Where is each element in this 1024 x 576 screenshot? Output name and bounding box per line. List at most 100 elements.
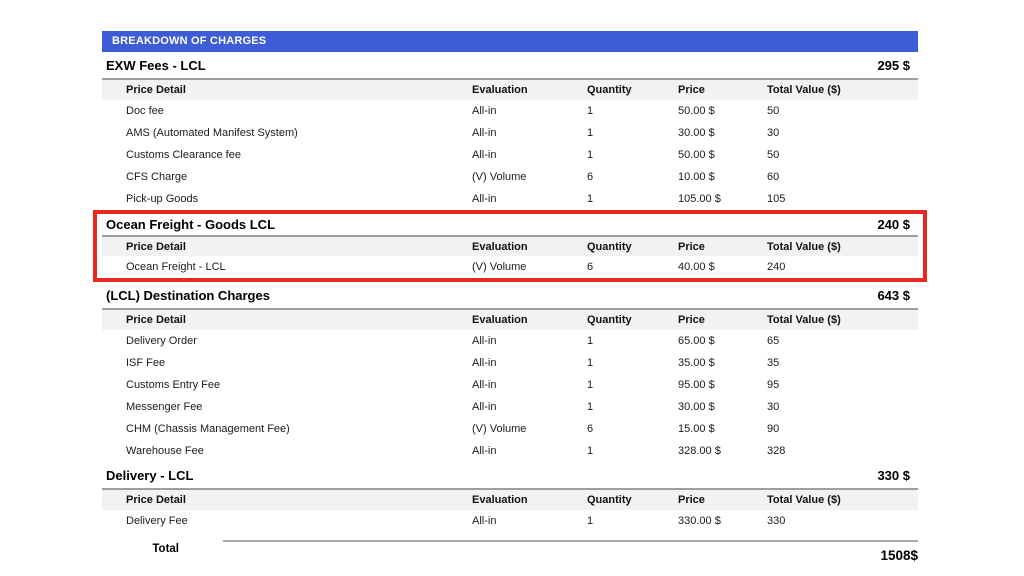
column-header-price-detail: Price Detail xyxy=(126,84,186,96)
cell-quantity: 1 xyxy=(587,127,594,139)
table-row: Doc fee All-in 1 50.00 $ 50 xyxy=(102,100,918,122)
section-rows: Delivery Order All-in 1 65.00 $ 65 ISF F… xyxy=(102,330,918,462)
column-header-price: Price xyxy=(678,240,705,253)
cell-price-detail: Messenger Fee xyxy=(126,401,203,413)
table-row: Pick-up Goods All-in 1 105.00 $ 105 xyxy=(102,188,918,210)
cell-total-value: 50 xyxy=(767,149,780,161)
cell-evaluation: (V) Volume xyxy=(472,171,527,183)
cell-total-value: 65 xyxy=(767,335,780,347)
charge-section: Ocean Freight - Goods LCL 240 $ Price De… xyxy=(93,210,927,282)
table-row: Warehouse Fee All-in 1 328.00 $ 328 xyxy=(102,440,918,462)
charges-document: BREAKDOWN OF CHARGES EXW Fees - LCL 295 … xyxy=(93,31,927,563)
table-header-row: Price Detail Evaluation Quantity Price T… xyxy=(102,235,918,256)
cell-evaluation: All-in xyxy=(472,149,497,161)
cell-total-value: 330 xyxy=(767,515,786,527)
cell-price-detail: CHM (Chassis Management Fee) xyxy=(126,423,290,435)
charge-section: Delivery - LCL 330 $ Price Detail Evalua… xyxy=(102,462,918,532)
table-header-row: Price Detail Evaluation Quantity Price T… xyxy=(102,78,918,100)
cell-evaluation: All-in xyxy=(472,105,497,117)
table-row: Delivery Order All-in 1 65.00 $ 65 xyxy=(102,330,918,352)
section-rows: Doc fee All-in 1 50.00 $ 50 AMS (Automat… xyxy=(102,100,918,210)
table-row: CFS Charge (V) Volume 6 10.00 $ 60 xyxy=(102,166,918,188)
cell-quantity: 1 xyxy=(587,335,594,347)
cell-quantity: 1 xyxy=(587,149,594,161)
column-header-price: Price xyxy=(678,494,705,506)
section-name: EXW Fees - LCL xyxy=(106,57,206,73)
table-row: Customs Entry Fee All-in 1 95.00 $ 95 xyxy=(102,374,918,396)
cell-total-value: 50 xyxy=(767,105,780,117)
cell-price: 30.00 $ xyxy=(678,401,715,413)
section-name: (LCL) Destination Charges xyxy=(106,287,270,303)
cell-price-detail: Pick-up Goods xyxy=(126,193,199,205)
cell-price: 35.00 $ xyxy=(678,357,715,369)
cell-total-value: 240 xyxy=(767,261,786,273)
cell-quantity: 1 xyxy=(587,193,594,205)
column-header-quantity: Quantity xyxy=(587,314,632,326)
cell-price-detail: Customs Entry Fee xyxy=(126,379,221,391)
column-header-quantity: Quantity xyxy=(587,240,632,253)
table-row: ISF Fee All-in 1 35.00 $ 35 xyxy=(102,352,918,374)
section-heading: Ocean Freight - Goods LCL 240 $ xyxy=(102,214,918,235)
table-row: Customs Clearance fee All-in 1 50.00 $ 5… xyxy=(102,144,918,166)
column-header-price-detail: Price Detail xyxy=(126,494,186,506)
cell-total-value: 30 xyxy=(767,401,780,413)
column-header-total-value: Total Value ($) xyxy=(767,494,841,506)
column-header-price: Price xyxy=(678,314,705,326)
cell-price: 65.00 $ xyxy=(678,335,715,347)
section-rows: Delivery Fee All-in 1 330.00 $ 330 xyxy=(102,510,918,532)
cell-price-detail: Ocean Freight - LCL xyxy=(126,261,226,273)
cell-evaluation: All-in xyxy=(472,335,497,347)
cell-evaluation: (V) Volume xyxy=(472,423,527,435)
cell-total-value: 105 xyxy=(767,193,786,205)
table-row: Delivery Fee All-in 1 330.00 $ 330 xyxy=(102,510,918,532)
column-header-price-detail: Price Detail xyxy=(126,314,186,326)
charge-section: EXW Fees - LCL 295 $ Price Detail Evalua… xyxy=(102,52,918,210)
cell-evaluation: All-in xyxy=(472,515,497,527)
cell-quantity: 1 xyxy=(587,515,594,527)
table-row: Ocean Freight - LCL (V) Volume 6 40.00 $… xyxy=(102,256,918,278)
cell-price-detail: Doc fee xyxy=(126,105,164,117)
cell-evaluation: All-in xyxy=(472,401,497,413)
table-row: Messenger Fee All-in 1 30.00 $ 30 xyxy=(102,396,918,418)
cell-total-value: 90 xyxy=(767,423,780,435)
section-heading: Delivery - LCL 330 $ xyxy=(102,462,918,488)
cell-evaluation: (V) Volume xyxy=(472,261,527,273)
breakdown-title-bar: BREAKDOWN OF CHARGES xyxy=(102,31,918,52)
charge-section: (LCL) Destination Charges 643 $ Price De… xyxy=(102,282,918,462)
cell-price: 10.00 $ xyxy=(678,171,715,183)
grand-total-value: 1508$ xyxy=(880,548,918,563)
cell-quantity: 6 xyxy=(587,171,594,183)
cell-total-value: 30 xyxy=(767,127,780,139)
cell-quantity: 1 xyxy=(587,401,594,413)
cell-price: 40.00 $ xyxy=(678,261,715,273)
cell-quantity: 1 xyxy=(587,379,594,391)
column-header-quantity: Quantity xyxy=(587,84,632,96)
column-header-quantity: Quantity xyxy=(587,494,632,506)
cell-quantity: 6 xyxy=(587,261,594,273)
cell-price: 105.00 $ xyxy=(678,193,721,205)
table-row: AMS (Automated Manifest System) All-in 1… xyxy=(102,122,918,144)
section-name: Delivery - LCL xyxy=(106,467,194,483)
breakdown-title: BREAKDOWN OF CHARGES xyxy=(112,35,267,47)
grand-total-label: Total xyxy=(152,543,179,555)
cell-price-detail: Warehouse Fee xyxy=(126,445,204,457)
cell-price: 328.00 $ xyxy=(678,445,721,457)
cell-price-detail: Customs Clearance fee xyxy=(126,149,241,161)
cell-price-detail: ISF Fee xyxy=(126,357,166,369)
cell-price: 95.00 $ xyxy=(678,379,715,391)
section-total: 240 $ xyxy=(877,217,910,232)
column-header-evaluation: Evaluation xyxy=(472,494,528,506)
section-total: 295 $ xyxy=(877,57,910,73)
table-row: CHM (Chassis Management Fee) (V) Volume … xyxy=(102,418,918,440)
cell-evaluation: All-in xyxy=(472,127,497,139)
cell-evaluation: All-in xyxy=(472,379,497,391)
cell-price-detail: Delivery Fee xyxy=(126,515,188,527)
cell-price: 50.00 $ xyxy=(678,149,715,161)
column-header-total-value: Total Value ($) xyxy=(767,84,841,96)
cell-price: 15.00 $ xyxy=(678,423,715,435)
column-header-price: Price xyxy=(678,84,705,96)
cell-price-detail: AMS (Automated Manifest System) xyxy=(126,127,298,139)
cell-quantity: 1 xyxy=(587,105,594,117)
section-total: 643 $ xyxy=(877,287,910,303)
cell-price-detail: Delivery Order xyxy=(126,335,197,347)
